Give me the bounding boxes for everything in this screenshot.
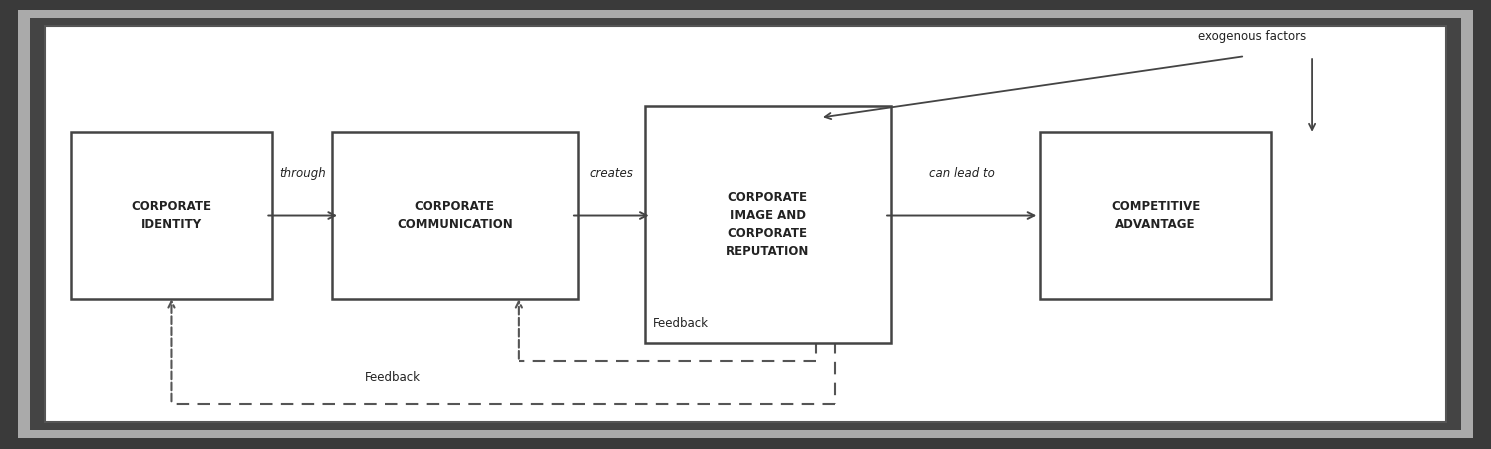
Text: COMPETITIVE
ADVANTAGE: COMPETITIVE ADVANTAGE <box>1111 200 1200 231</box>
Text: can lead to: can lead to <box>929 167 994 180</box>
FancyBboxPatch shape <box>1041 132 1270 299</box>
Text: exogenous factors: exogenous factors <box>1199 30 1306 43</box>
Text: creates: creates <box>589 167 634 180</box>
Text: CORPORATE
IDENTITY: CORPORATE IDENTITY <box>131 200 212 231</box>
Text: CORPORATE
IMAGE AND
CORPORATE
REPUTATION: CORPORATE IMAGE AND CORPORATE REPUTATION <box>726 191 810 258</box>
Text: through: through <box>279 167 327 180</box>
FancyBboxPatch shape <box>331 132 577 299</box>
Text: Feedback: Feedback <box>365 371 422 384</box>
FancyBboxPatch shape <box>72 132 271 299</box>
Text: CORPORATE
COMMUNICATION: CORPORATE COMMUNICATION <box>397 200 513 231</box>
Text: Feedback: Feedback <box>653 317 710 330</box>
Bar <box>45 26 1446 422</box>
FancyBboxPatch shape <box>644 106 892 343</box>
